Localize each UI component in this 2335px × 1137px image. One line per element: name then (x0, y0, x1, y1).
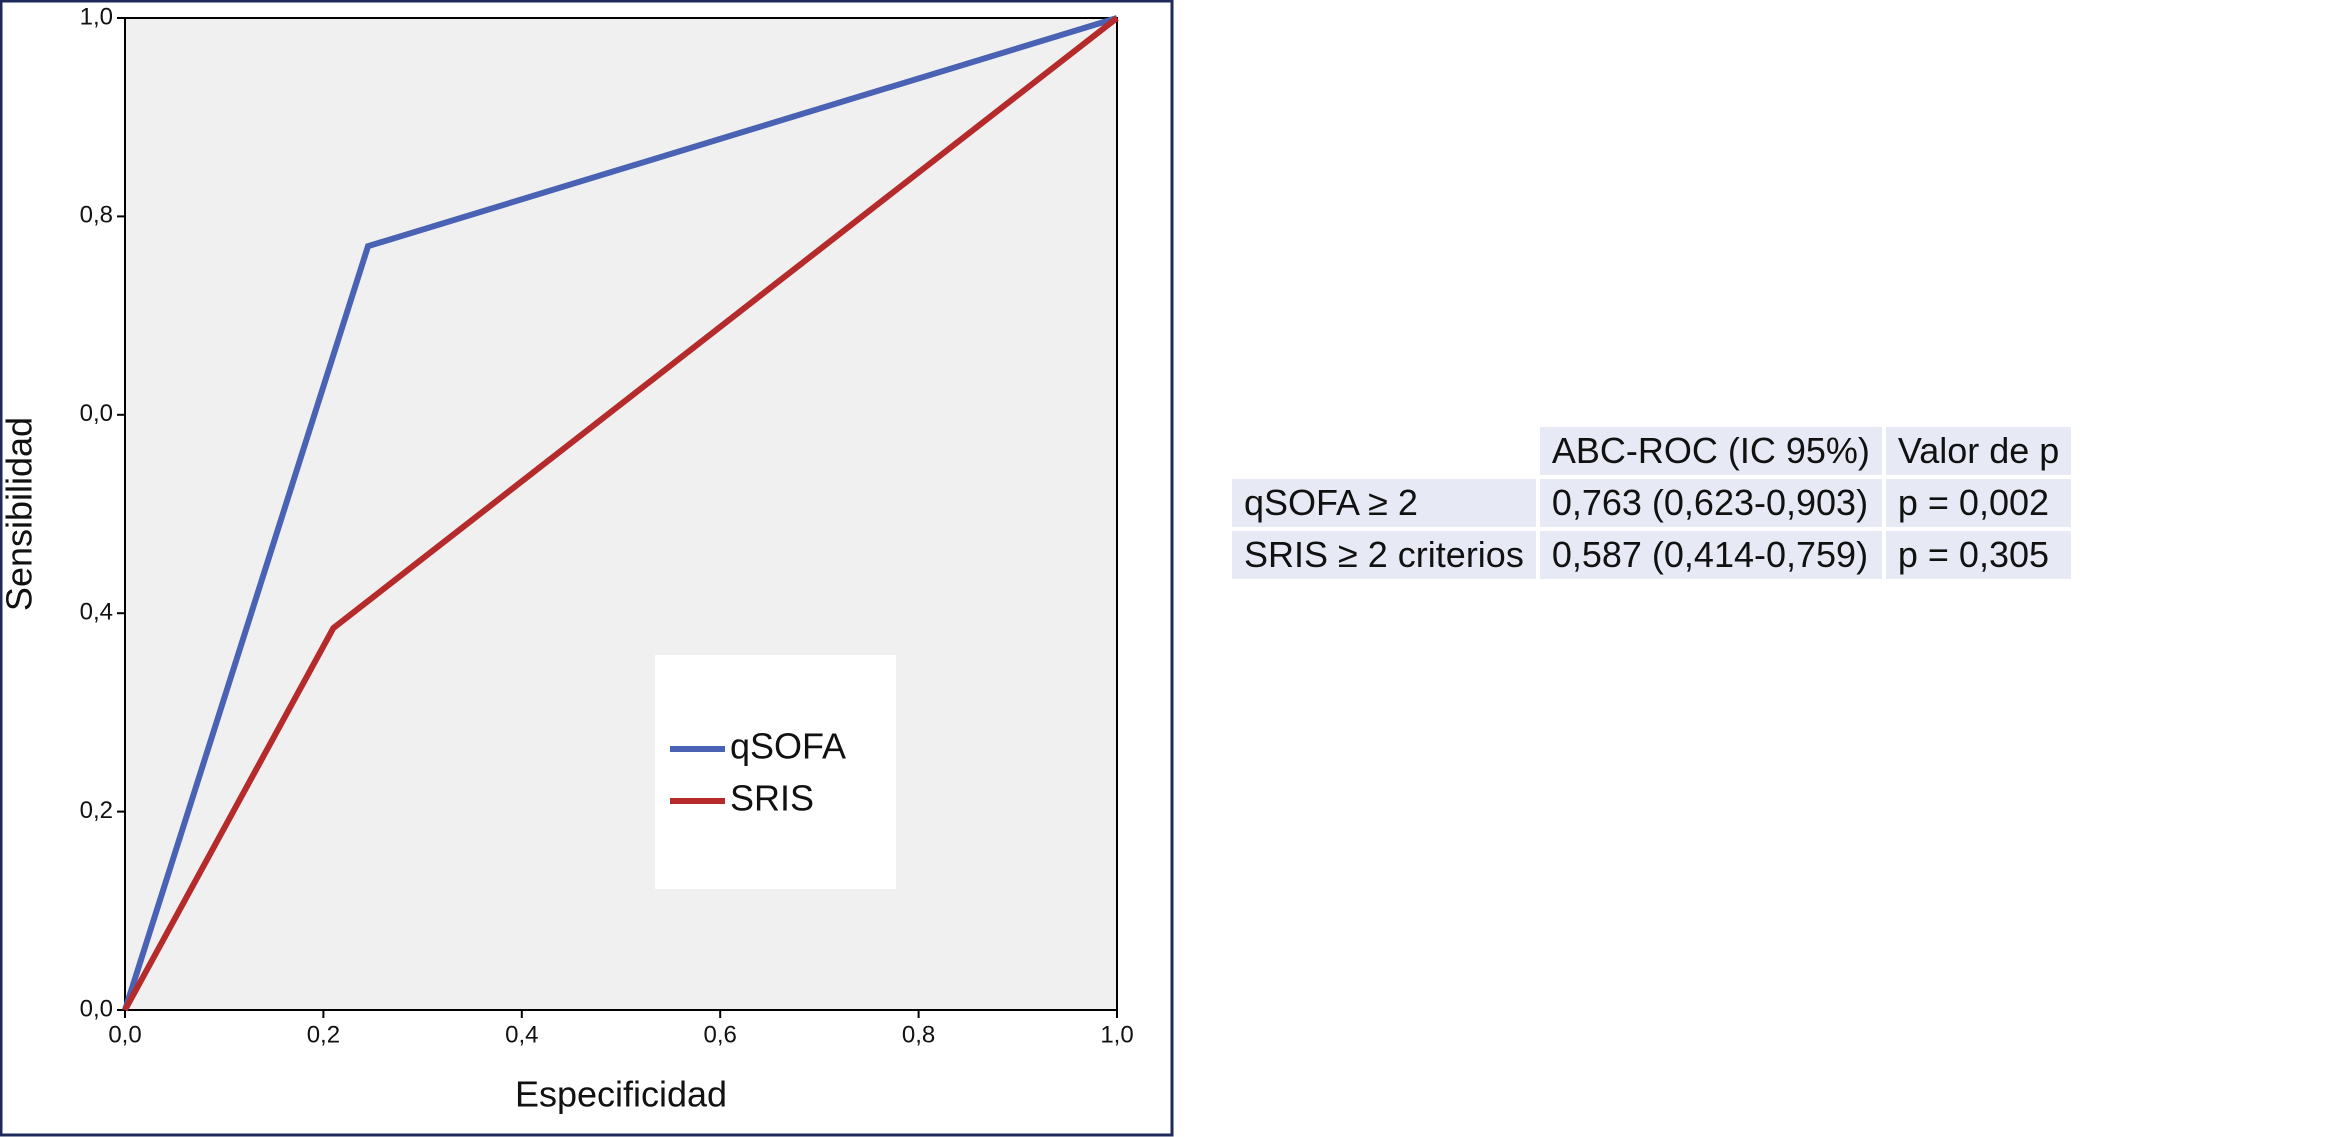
x-tick-label: 0,6 (704, 1021, 737, 1048)
y-tick-label: 0,0 (80, 400, 113, 427)
x-tick-label: 0,8 (902, 1021, 935, 1048)
table-cell: 0,763 (0,623-0,903) (1539, 479, 1882, 527)
x-axis-label: Especificidad (515, 1074, 727, 1115)
plot-area (124, 17, 1118, 1011)
table-row: qSOFA ≥ 2 0,763 (0,623-0,903) p = 0,002 (1232, 479, 2072, 527)
y-tick-label: 0,2 (80, 797, 113, 824)
table-row: ABC-ROC (IC 95%) Valor de p (1232, 427, 2072, 475)
legend (655, 655, 896, 889)
legend-label: qSOFA (730, 726, 846, 767)
table-cell (1232, 427, 1536, 475)
y-tick-label: 0,4 (80, 599, 113, 626)
y-tick-label: 0,8 (80, 202, 113, 229)
x-tick-label: 0,2 (307, 1021, 340, 1048)
table-cell: qSOFA ≥ 2 (1232, 479, 1536, 527)
table-cell: p = 0,305 (1885, 531, 2072, 579)
x-tick-label: 1,0 (1100, 1021, 1133, 1048)
table-row: SRIS ≥ 2 criterios 0,587 (0,414-0,759) p =… (1232, 531, 2072, 579)
legend-label: SRIS (730, 778, 814, 819)
y-tick-label: 0,0 (80, 995, 113, 1022)
y-tick-label: 1,0 (80, 3, 113, 30)
table-cell: Valor de p (1885, 427, 2072, 475)
table-cell: ABC-ROC (IC 95%) (1539, 427, 1882, 475)
table-cell: p = 0,002 (1885, 479, 2072, 527)
x-tick-label: 0,4 (505, 1021, 538, 1048)
roc-line (122, 15, 1118, 1011)
roc-line (122, 15, 1119, 1012)
table-cell: SRIS ≥ 2 criterios (1232, 531, 1536, 579)
chart: Especificidad Sensibilidad 0,0 0,2 0,4 0,6 0… (0, 0, 1174, 1137)
x-tick-label: 0,0 (108, 1021, 141, 1048)
table-cell: 0,587 (0,414-0,759) (1539, 531, 1882, 579)
y-axis-label: Sensibilidad (0, 417, 40, 611)
table: ABC-ROC (IC 95%) Valor de p qSOFA ≥ 2 0,763… (1228, 423, 2075, 583)
